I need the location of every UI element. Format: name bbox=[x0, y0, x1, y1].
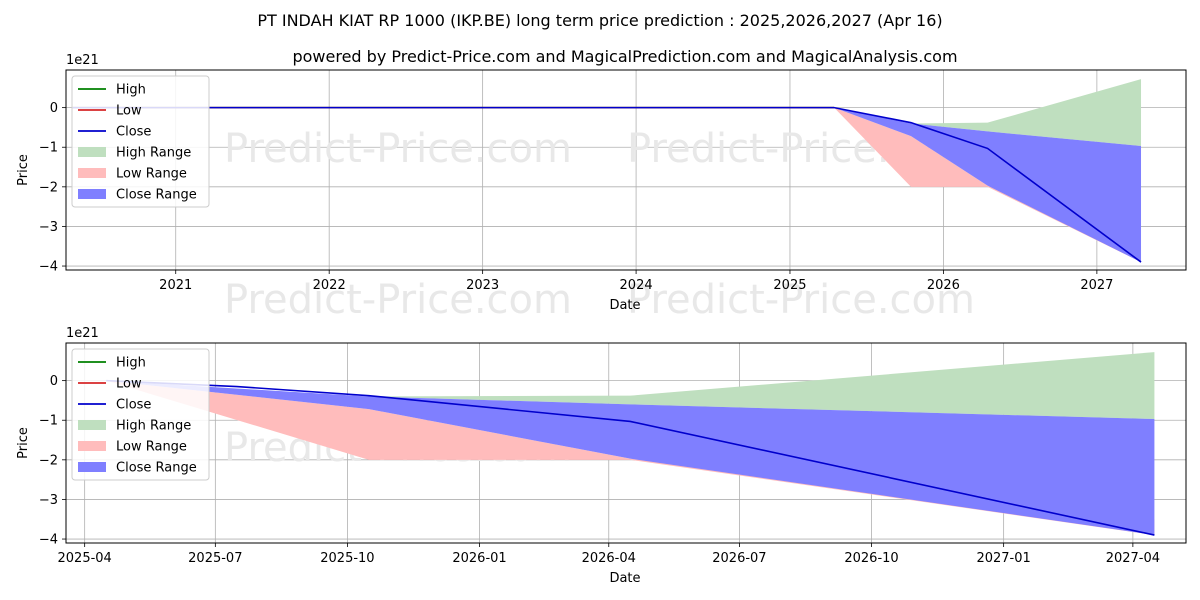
legend-label: High bbox=[116, 83, 146, 98]
x-tick-label: 2023 bbox=[466, 278, 499, 293]
watermark-text: Predict-Price.com bbox=[224, 277, 572, 323]
x-tick-label: 2026-07 bbox=[712, 551, 766, 566]
legend: High Low Close High Range Low Range Close Ran… bbox=[71, 75, 210, 208]
x-tick-label: 2026-01 bbox=[452, 551, 506, 566]
legend-label: Close bbox=[116, 398, 151, 413]
y-tick-label: −4 bbox=[39, 533, 58, 548]
y-offset-label: 1e21 bbox=[66, 326, 99, 341]
legend-label: Low bbox=[116, 104, 142, 119]
close-range-legend-swatch bbox=[78, 462, 106, 472]
x-tick-label: 2024 bbox=[620, 278, 653, 293]
y-tick-label: −1 bbox=[39, 141, 58, 156]
high-range-band bbox=[834, 79, 1142, 147]
legend-label: Close Range bbox=[116, 461, 197, 476]
chart-subtitle: powered by Predict-Price.com and Magical… bbox=[292, 47, 957, 66]
y-tick-label: −3 bbox=[39, 220, 58, 235]
legend-label: Close bbox=[116, 125, 151, 140]
low-range-legend-swatch bbox=[78, 441, 106, 451]
x-tick-label: 2026-04 bbox=[582, 551, 636, 566]
chart-title: PT INDAH KIAT RP 1000 (IKP.BE) long term… bbox=[257, 11, 942, 30]
x-tick-label: 2026 bbox=[927, 278, 960, 293]
x-tick-label: 2025-04 bbox=[58, 551, 112, 566]
x-tick-label: 2025 bbox=[773, 278, 806, 293]
axes-frame bbox=[65, 342, 1187, 544]
legend-label: High Range bbox=[116, 146, 191, 161]
watermark-text: Predict-Price.com bbox=[224, 126, 572, 172]
legend-label: Close Range bbox=[116, 188, 197, 203]
high-range-band bbox=[106, 352, 1155, 420]
legend-label: Low Range bbox=[116, 440, 187, 455]
legend-label: Low bbox=[116, 377, 142, 392]
y-offset-label: 1e21 bbox=[66, 53, 99, 68]
close-line bbox=[72, 106, 1142, 263]
close-range-band bbox=[834, 107, 1142, 263]
y-tick-label: 0 bbox=[50, 374, 58, 389]
close-range-band bbox=[106, 380, 1155, 536]
y-tick-label: 0 bbox=[50, 101, 58, 116]
legend: High Low Close High Range Low Range Close Ran… bbox=[71, 348, 210, 481]
legend-label: High bbox=[116, 356, 146, 371]
high-range-legend-swatch bbox=[78, 147, 106, 157]
axes-frame bbox=[65, 69, 1187, 271]
x-tick-label: 2026-10 bbox=[844, 551, 898, 566]
top-panel-long-term: Predict-Price.com Predict-Price.com Predic… bbox=[16, 53, 1187, 323]
x-tick-label: 2025-10 bbox=[320, 551, 374, 566]
y-axis-label: Price bbox=[16, 427, 31, 459]
legend-box bbox=[71, 75, 210, 208]
y-tick-label: −2 bbox=[39, 180, 58, 195]
x-tick-label: 2027-04 bbox=[1106, 551, 1160, 566]
x-axis-label: Date bbox=[609, 571, 640, 586]
legend-label: High Range bbox=[116, 419, 191, 434]
y-tick-label: −2 bbox=[39, 453, 58, 468]
legend-label: Low Range bbox=[116, 167, 187, 182]
high-range-legend-swatch bbox=[78, 420, 106, 430]
x-tick-label: 2021 bbox=[159, 278, 192, 293]
y-tick-label: −4 bbox=[39, 260, 58, 275]
low-range-legend-swatch bbox=[78, 168, 106, 178]
close-range-legend-swatch bbox=[78, 189, 106, 199]
watermark-text: Predict-Price.com bbox=[627, 277, 975, 323]
x-tick-label: 2025-07 bbox=[188, 551, 242, 566]
x-tick-label: 2027 bbox=[1080, 278, 1113, 293]
legend-box bbox=[71, 348, 210, 481]
bottom-panel-zoomed: Predict-Price.comPredict-Price.com2025-0… bbox=[16, 326, 1187, 586]
y-tick-label: −1 bbox=[39, 414, 58, 429]
x-tick-label: 2027-01 bbox=[976, 551, 1030, 566]
y-axis-label: Price bbox=[16, 154, 31, 186]
y-tick-label: −3 bbox=[39, 493, 58, 508]
x-axis-label: Date bbox=[609, 298, 640, 313]
x-tick-label: 2022 bbox=[313, 278, 346, 293]
